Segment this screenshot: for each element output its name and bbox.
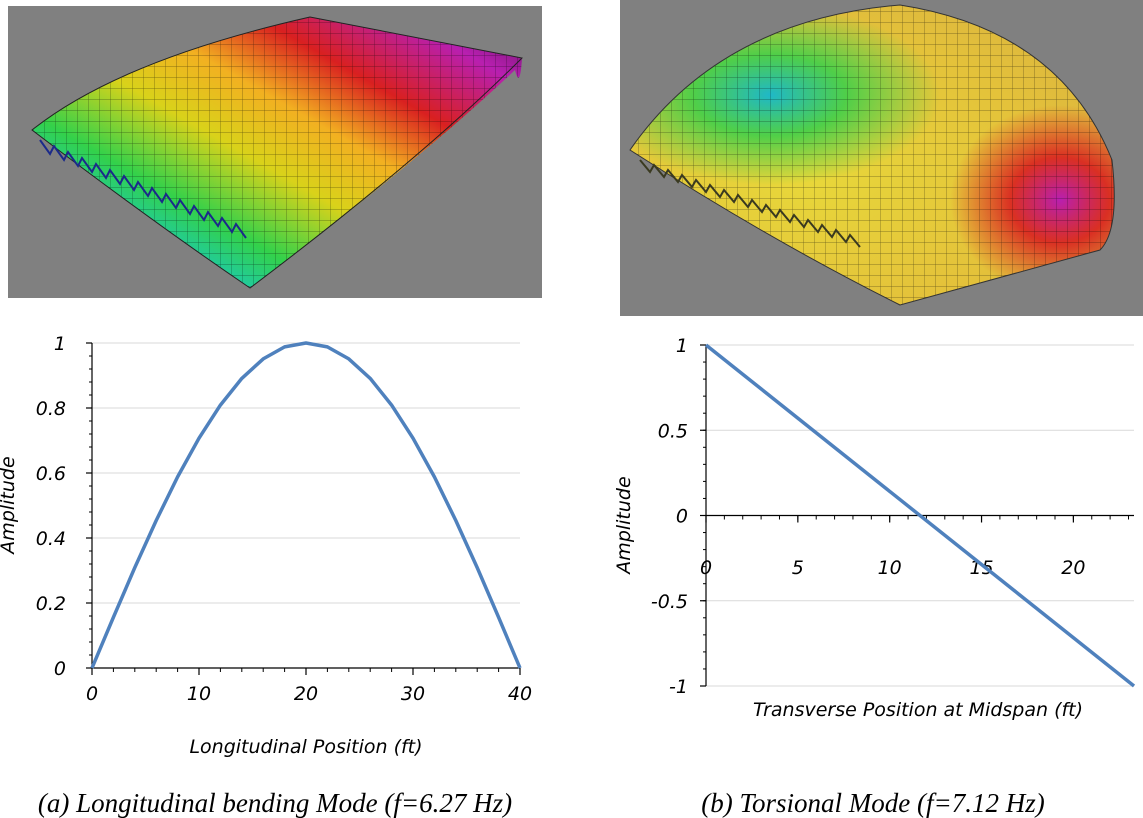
- longitudinal-bending-mode-render: [8, 6, 542, 298]
- girder-flanges: [639, 159, 861, 248]
- x-tick-label: 30: [401, 683, 425, 705]
- x-axis-title: Longitudinal Position (ft): [189, 736, 422, 758]
- torsional-mode-render: [620, 0, 1143, 316]
- x-tick-label: 0: [700, 557, 712, 579]
- x-axis-title: Transverse Position at Midspan (ft): [753, 699, 1083, 721]
- y-axis-title: Amplitude: [613, 476, 635, 575]
- y-tick-label: -1: [669, 676, 688, 698]
- x-tick-label: 40: [508, 683, 532, 705]
- chart-torsional: 0 5 10 15 20 -1 -0.5 0 0.5 1 Transverse Position…: [613, 335, 1136, 721]
- x-tick-label: 10: [187, 683, 211, 705]
- y-axis-title: Amplitude: [0, 456, 19, 555]
- series-line: [704, 343, 1136, 688]
- y-tick-label: 0: [54, 658, 66, 680]
- chart-longitudinal: 0 10 20 30 40 0 0.2 0.4 0.6 0.8 1 Longitudinal Po…: [0, 333, 532, 758]
- minor-ticks: [86, 342, 521, 675]
- y-tick-label: 0.5: [658, 420, 688, 442]
- y-tick-label: 0.6: [36, 463, 66, 485]
- x-tick-label: 15: [969, 557, 993, 579]
- x-tick-label: 10: [878, 557, 902, 579]
- y-tick-label: 0.8: [36, 398, 66, 420]
- x-tick-label: 20: [1061, 557, 1085, 579]
- x-tick-label: 5: [792, 557, 804, 579]
- y-tick-label: -0.5: [651, 591, 688, 613]
- y-tick-label: 1: [54, 333, 66, 355]
- x-tick-label: 0: [86, 683, 98, 705]
- gridlines: [92, 342, 520, 669]
- y-tick-label: 0.4: [36, 528, 66, 550]
- caption-a: (a) Longitudinal bending Mode (f=6.27 Hz…: [38, 788, 512, 818]
- y-tick-label: 1: [676, 335, 688, 357]
- x-tick-label: 20: [294, 683, 318, 705]
- y-tick-label: 0: [676, 506, 688, 528]
- girder-flanges: [39, 139, 247, 239]
- series-line: [90, 341, 522, 669]
- caption-b: (b) Torsional Mode (f=7.12 Hz): [701, 788, 1044, 818]
- y-tick-label: 0.2: [36, 593, 66, 615]
